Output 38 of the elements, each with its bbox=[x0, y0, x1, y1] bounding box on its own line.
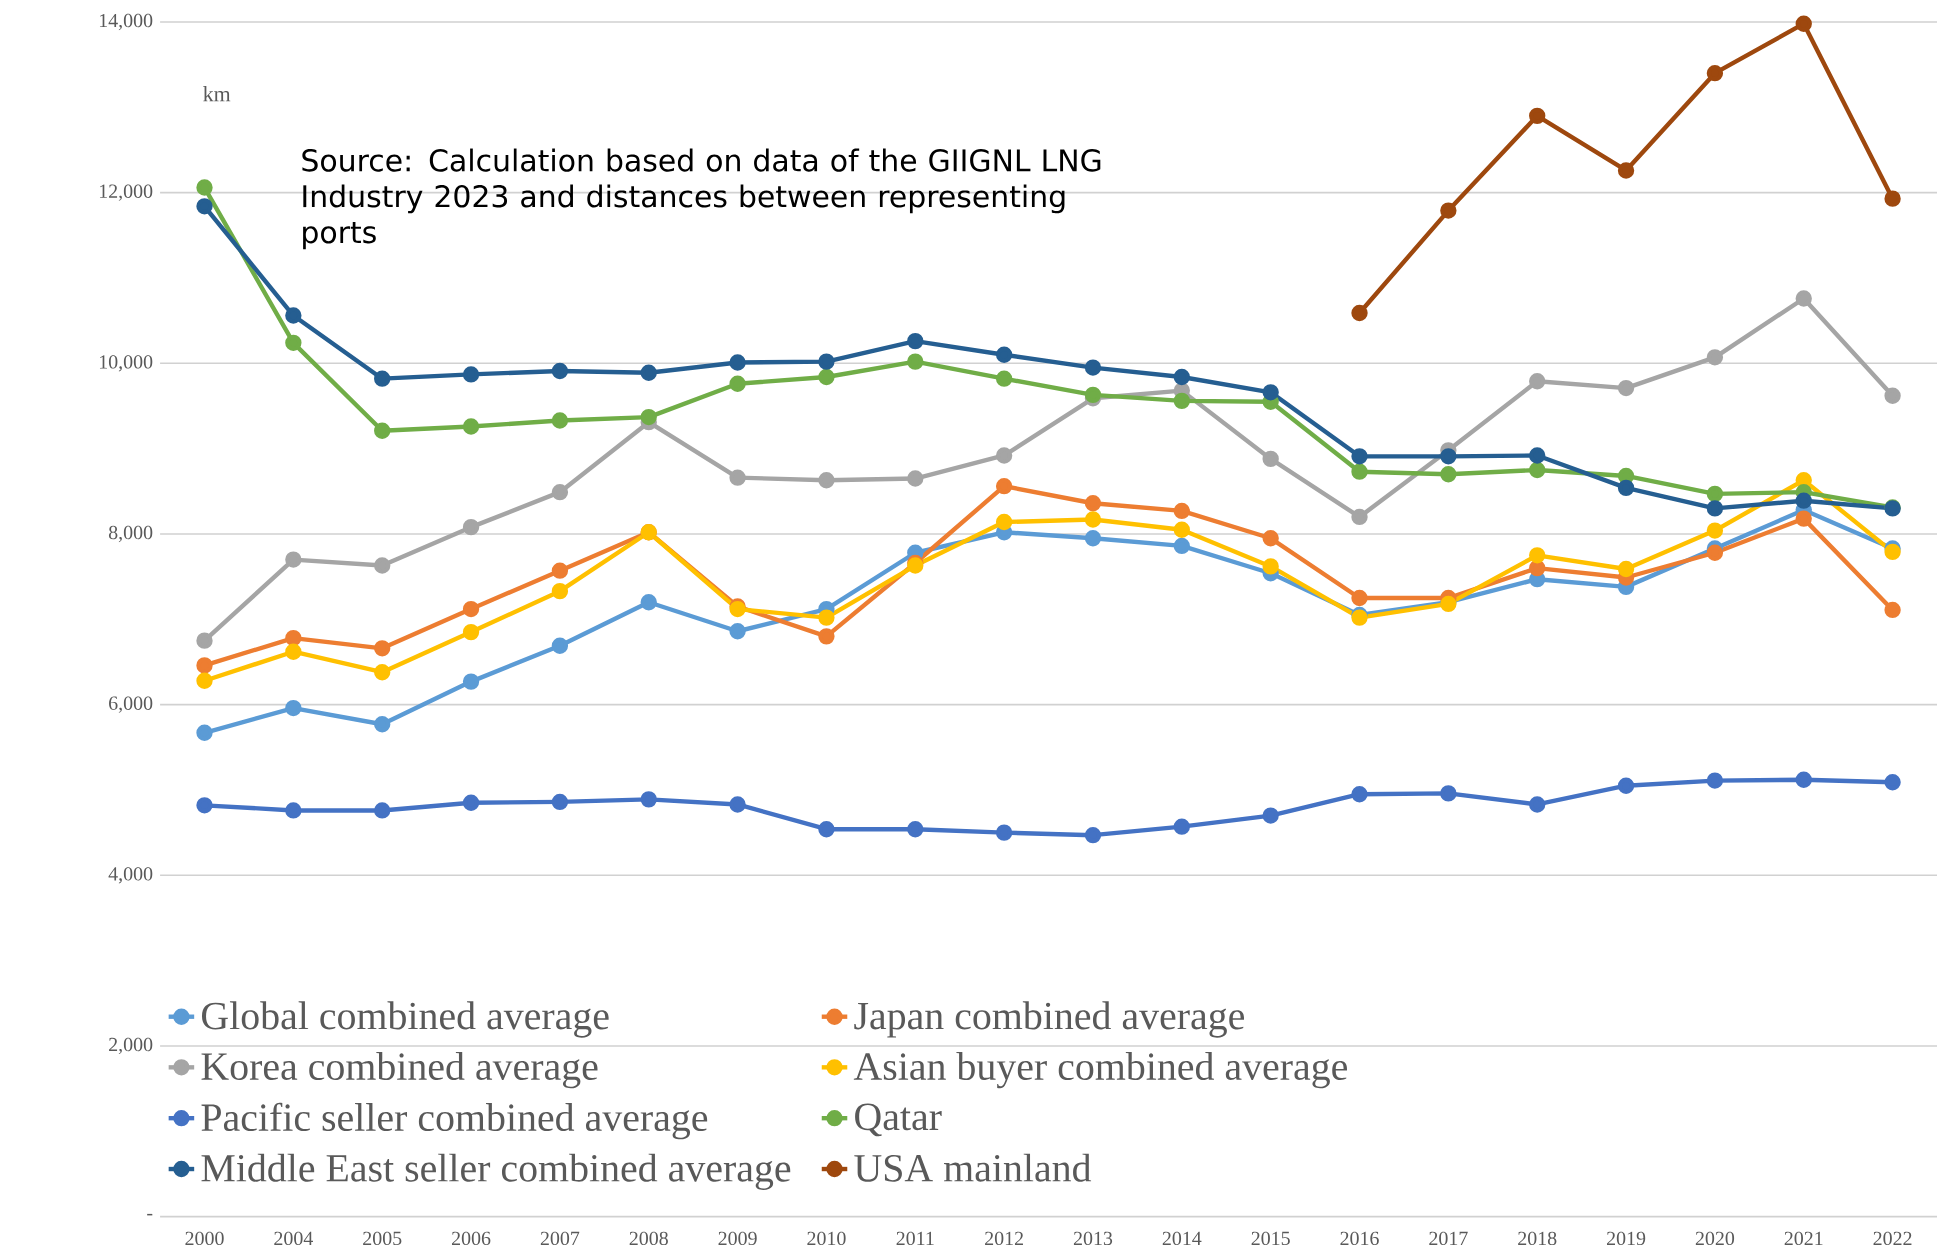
x-tick-label: 2006 bbox=[451, 1231, 491, 1246]
y-tick-label: 2,000 bbox=[109, 1037, 153, 1055]
x-tick-label: 2008 bbox=[629, 1231, 668, 1246]
legend-label: Asian buyer combined average bbox=[853, 1052, 1347, 1089]
x-tick-label: 2015 bbox=[1251, 1231, 1290, 1246]
x-tick-label: 2010 bbox=[807, 1231, 846, 1246]
y-tick-label: - bbox=[147, 1214, 153, 1216]
x-tick-label: 2000 bbox=[185, 1231, 224, 1246]
y-tick-label: 8,000 bbox=[108, 525, 153, 543]
x-tick-label: 2004 bbox=[274, 1231, 313, 1246]
y-tick-label: 14,000 bbox=[99, 14, 153, 31]
x-tick-label: 2016 bbox=[1340, 1231, 1379, 1246]
x-tick-label: 2022 bbox=[1873, 1231, 1912, 1246]
y-tick-label: 4,000 bbox=[108, 867, 153, 884]
x-tick-label: 2013 bbox=[1073, 1231, 1113, 1246]
legend-label: Korea combined average bbox=[201, 1052, 598, 1089]
legend-label: Global combined average bbox=[201, 1001, 609, 1038]
legend-label: Middle East seller combined average bbox=[201, 1153, 791, 1191]
x-tick-label: 2007 bbox=[540, 1231, 580, 1246]
legend-label: USA mainland bbox=[854, 1153, 1092, 1182]
x-tick-label: 2019 bbox=[1606, 1231, 1646, 1246]
y-tick-label: 12,000 bbox=[99, 184, 153, 201]
y-tick-label: 6,000 bbox=[109, 696, 153, 713]
x-tick-label: 2012 bbox=[985, 1231, 1023, 1246]
x-tick-label: 2018 bbox=[1518, 1231, 1557, 1246]
legend-label: Japan combined average bbox=[854, 1001, 1244, 1038]
y-axis-title: km bbox=[203, 86, 231, 102]
x-tick-label: 2005 bbox=[363, 1231, 402, 1246]
x-tick-label: 2017 bbox=[1429, 1231, 1468, 1246]
x-tick-label: 2020 bbox=[1695, 1231, 1735, 1246]
x-tick-label: 2014 bbox=[1162, 1231, 1202, 1246]
legend-label: Pacific seller combined average bbox=[201, 1102, 708, 1140]
x-tick-label: 2021 bbox=[1784, 1231, 1823, 1246]
annotation: Source: Calculation based on data of the GIIGNL LNG Industry 2023 and distances between representing ports bbox=[302, 148, 1101, 250]
y-tick-label: 10,000 bbox=[99, 355, 153, 372]
legend-label: Qatar bbox=[855, 1103, 942, 1137]
x-tick-label: 2011 bbox=[896, 1231, 934, 1246]
x-tick-label: 2009 bbox=[718, 1231, 757, 1246]
